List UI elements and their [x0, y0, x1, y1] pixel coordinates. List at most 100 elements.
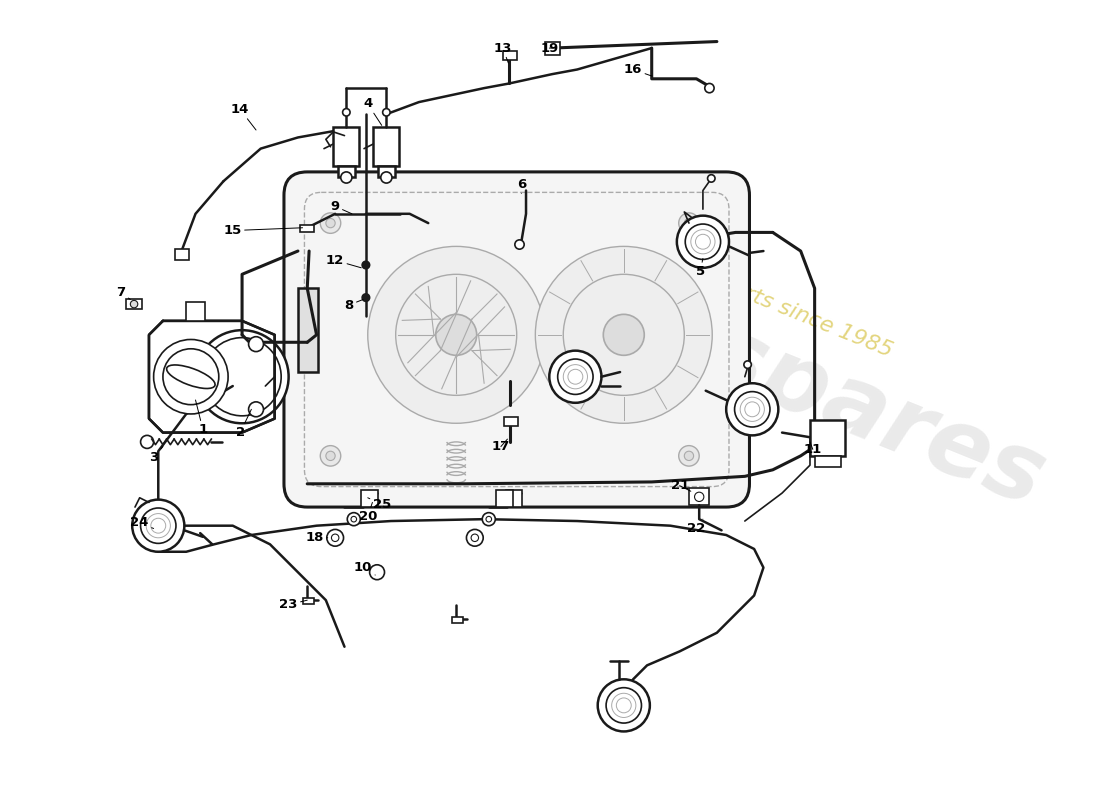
Circle shape [362, 262, 370, 269]
Text: 12: 12 [326, 254, 361, 268]
Bar [544, 42, 560, 54]
Circle shape [249, 402, 264, 417]
Bar [815, 456, 840, 467]
Circle shape [676, 216, 729, 268]
Circle shape [603, 314, 645, 355]
Circle shape [130, 300, 138, 308]
Circle shape [549, 350, 602, 402]
Circle shape [515, 240, 525, 249]
Text: 19: 19 [540, 42, 559, 54]
Text: 18: 18 [306, 531, 328, 544]
Circle shape [558, 359, 593, 394]
Circle shape [351, 516, 356, 522]
Circle shape [735, 392, 770, 427]
Text: 14: 14 [231, 103, 256, 130]
Circle shape [327, 530, 343, 546]
Circle shape [606, 688, 641, 723]
Circle shape [482, 513, 495, 526]
Text: 13: 13 [494, 42, 512, 63]
Text: 7: 7 [117, 286, 130, 299]
Circle shape [471, 534, 478, 542]
Bar [378, 166, 395, 178]
Circle shape [381, 172, 392, 183]
Circle shape [705, 83, 714, 93]
Circle shape [685, 224, 720, 259]
Text: 8: 8 [344, 298, 363, 311]
Polygon shape [148, 321, 275, 433]
Text: 16: 16 [624, 63, 651, 76]
Circle shape [684, 218, 694, 228]
Text: 4: 4 [363, 98, 382, 126]
Circle shape [486, 516, 492, 522]
Circle shape [694, 492, 704, 502]
Circle shape [563, 274, 684, 395]
Circle shape [367, 246, 544, 423]
Circle shape [396, 274, 517, 395]
Circle shape [684, 451, 694, 461]
Text: 23: 23 [279, 598, 307, 611]
Circle shape [370, 565, 385, 580]
Bar [503, 51, 517, 60]
Bar [506, 490, 522, 507]
Text: a passion for parts since 1985: a passion for parts since 1985 [575, 216, 895, 361]
Bar [810, 421, 846, 456]
Text: 11: 11 [804, 442, 822, 456]
Circle shape [249, 337, 264, 351]
Ellipse shape [166, 365, 216, 389]
Text: 24: 24 [131, 516, 154, 530]
Circle shape [163, 349, 219, 405]
Circle shape [320, 446, 341, 466]
Circle shape [362, 294, 370, 302]
Circle shape [348, 513, 361, 526]
Circle shape [132, 500, 185, 552]
Circle shape [141, 508, 176, 543]
Text: 9: 9 [331, 200, 352, 214]
Bar [333, 127, 360, 166]
Bar [496, 490, 513, 507]
Circle shape [326, 218, 336, 228]
Circle shape [679, 213, 700, 234]
Bar [451, 617, 463, 622]
Circle shape [707, 174, 715, 182]
Bar [689, 489, 710, 506]
Text: 1: 1 [196, 400, 208, 436]
Text: eurospares: eurospares [470, 218, 1058, 526]
Bar [361, 490, 378, 507]
Bar [338, 166, 354, 178]
Circle shape [331, 534, 339, 542]
Text: 15: 15 [223, 224, 302, 237]
Text: 21: 21 [671, 479, 691, 492]
Circle shape [204, 338, 282, 416]
Circle shape [141, 435, 154, 449]
Text: 10: 10 [354, 561, 375, 575]
Circle shape [196, 330, 288, 423]
Bar [302, 598, 313, 604]
Bar [125, 299, 142, 309]
Circle shape [726, 383, 779, 435]
Circle shape [436, 314, 476, 355]
Circle shape [597, 679, 650, 731]
Circle shape [154, 339, 228, 414]
Text: 6: 6 [517, 178, 526, 194]
Text: 17: 17 [492, 439, 510, 453]
Circle shape [536, 246, 712, 423]
Bar [300, 225, 313, 233]
Circle shape [383, 109, 390, 116]
Text: 22: 22 [688, 519, 705, 535]
Bar [298, 288, 318, 372]
Bar [175, 249, 189, 260]
Text: 20: 20 [359, 502, 377, 523]
Circle shape [744, 361, 751, 368]
Bar [504, 417, 518, 426]
Text: 5: 5 [695, 258, 705, 278]
Circle shape [326, 451, 336, 461]
Bar [373, 127, 399, 166]
Bar [186, 302, 205, 321]
Circle shape [342, 109, 350, 116]
Text: 2: 2 [235, 410, 252, 439]
Circle shape [320, 213, 341, 234]
Circle shape [341, 172, 352, 183]
Text: 3: 3 [148, 446, 163, 464]
Circle shape [466, 530, 483, 546]
FancyBboxPatch shape [284, 172, 749, 507]
